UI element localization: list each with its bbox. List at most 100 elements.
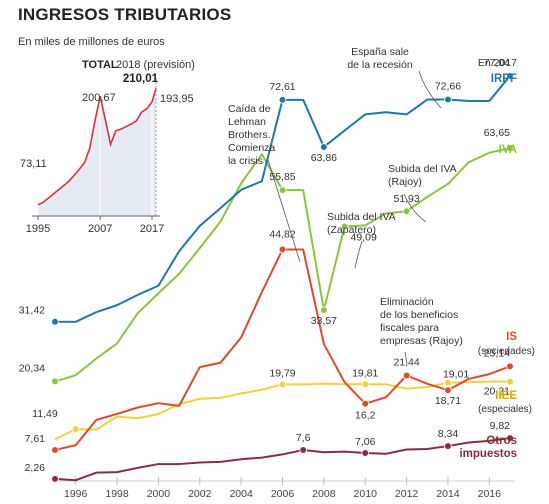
- data-point-otros: [444, 442, 452, 450]
- point-label: 7,06: [355, 436, 376, 448]
- inset-line: [37, 88, 157, 206]
- data-point-is: [51, 446, 59, 454]
- data-point-irpf: [444, 95, 452, 104]
- x-tick-label: 2000: [147, 488, 171, 500]
- annotation-leader: [403, 193, 427, 223]
- data-point-iva: [278, 186, 287, 194]
- annotation-leader: [354, 240, 363, 269]
- x-tick-label: 1996: [64, 488, 88, 500]
- data-point-iiee: [71, 425, 80, 433]
- annotation-text: Eliminación: [380, 296, 434, 308]
- annotation-leader: [418, 70, 442, 109]
- inset-chart: [32, 78, 160, 220]
- data-point-otros: [506, 434, 514, 442]
- data-point-iva: [51, 377, 59, 386]
- annotation-text: Caída de: [228, 103, 271, 115]
- point-label: 7,61: [25, 433, 46, 445]
- point-label: 19,79: [269, 367, 295, 379]
- point-label: 63,65: [484, 127, 510, 139]
- x-tick-label: 2010: [354, 488, 378, 500]
- annotation-text: de la recesión: [347, 59, 413, 71]
- annotation-leader: [267, 159, 301, 263]
- x-tick-label: 2002: [188, 488, 212, 500]
- annotation-text: fiscales para: [380, 322, 439, 334]
- inset-forecast-label: 210,01: [123, 73, 159, 85]
- point-label: 20,34: [19, 362, 45, 374]
- annotation-text: Comienza: [228, 142, 275, 154]
- x-tick-label: 2014: [436, 488, 460, 500]
- annotation-text: (Zapatero): [327, 224, 376, 236]
- chart-title: INGRESOS TRIBUTARIOS: [18, 5, 232, 24]
- legend-is: IS: [506, 331, 517, 343]
- annotation-text: Subida del IVA: [327, 211, 396, 223]
- point-label: 18,71: [435, 395, 461, 407]
- data-point-iiee: [506, 377, 514, 386]
- data-point-iiee: [444, 378, 452, 387]
- annotation-text: España sale: [351, 46, 409, 58]
- data-point-otros: [299, 446, 307, 454]
- point-label: 55,85: [269, 171, 295, 183]
- data-point-iva: [320, 306, 328, 314]
- data-point-is: [506, 362, 514, 371]
- data-point-is: [444, 386, 452, 394]
- data-point-otros: [51, 475, 59, 483]
- annotation-text: la crisis: [228, 155, 263, 167]
- inset-tick-label: 1995: [26, 223, 50, 235]
- annotation-leader: [404, 351, 408, 365]
- point-label: 19,81: [352, 367, 378, 379]
- data-point-iva: [340, 222, 349, 231]
- series-line-is: [54, 248, 511, 451]
- inset-tick-label: 2007: [88, 223, 112, 235]
- inset-tick-label: 2017: [140, 223, 164, 235]
- series-line-otros: [54, 437, 511, 482]
- annotation-text: (Rajoy): [388, 176, 422, 188]
- year-label: En 2017: [478, 57, 517, 69]
- point-label: 7,6: [296, 432, 311, 444]
- data-point-otros: [361, 449, 370, 457]
- point-label: 11,49: [32, 408, 58, 420]
- annotation-text: Brothers.: [228, 129, 271, 141]
- data-point-is: [278, 245, 287, 254]
- x-tick-label: 2016: [478, 488, 502, 500]
- annotation-text: Lehman: [228, 116, 266, 128]
- inset-area: [38, 88, 156, 216]
- data-point-iva: [506, 144, 514, 152]
- legend-iiee: IIEE: [495, 390, 517, 402]
- point-label: 33,57: [311, 315, 337, 327]
- x-tick-label: 2012: [395, 488, 419, 500]
- point-label: 72,66: [435, 81, 461, 93]
- point-label: 19,01: [443, 369, 469, 381]
- inset-point-label: 193,95: [160, 93, 194, 105]
- x-tick-label: 1998: [105, 488, 129, 500]
- point-label: 77,04: [484, 57, 510, 69]
- point-label: 63,86: [311, 152, 337, 164]
- point-label: 16,2: [355, 410, 376, 422]
- x-tick-label: 2006: [271, 488, 295, 500]
- data-point-is: [402, 371, 411, 380]
- x-tick-label: 2008: [312, 488, 336, 500]
- data-point-iiee: [361, 380, 370, 389]
- data-point-irpf: [278, 96, 287, 104]
- point-label: 44,82: [269, 229, 295, 241]
- chart-subtitle: En miles de millones de euros: [18, 36, 165, 48]
- x-tick-label: 2004: [229, 488, 253, 500]
- point-label: 9,82: [490, 420, 511, 432]
- point-label: 8,34: [438, 428, 459, 440]
- annotation-text: Subida del IVA: [388, 163, 457, 175]
- annotation-text: de los beneficios: [380, 309, 458, 321]
- point-label: 23,14: [484, 347, 510, 359]
- inset-point-label: 200,67: [82, 92, 116, 104]
- point-label: 72,61: [269, 81, 295, 93]
- data-point-iva: [402, 207, 411, 216]
- inset-title: TOTAL: [82, 59, 118, 71]
- legend-iiee-sub: (especiales): [478, 404, 532, 415]
- point-label: 31,42: [19, 305, 45, 317]
- data-point-iiee: [278, 380, 287, 389]
- point-label: 2,26: [25, 462, 46, 474]
- data-point-is: [361, 399, 370, 408]
- legend-irpf: IRPF: [491, 73, 517, 85]
- legend-is-sub: (sociedades): [478, 346, 535, 357]
- data-point-irpf: [51, 317, 59, 326]
- inset-subtitle: 2018 (previsión): [116, 59, 195, 71]
